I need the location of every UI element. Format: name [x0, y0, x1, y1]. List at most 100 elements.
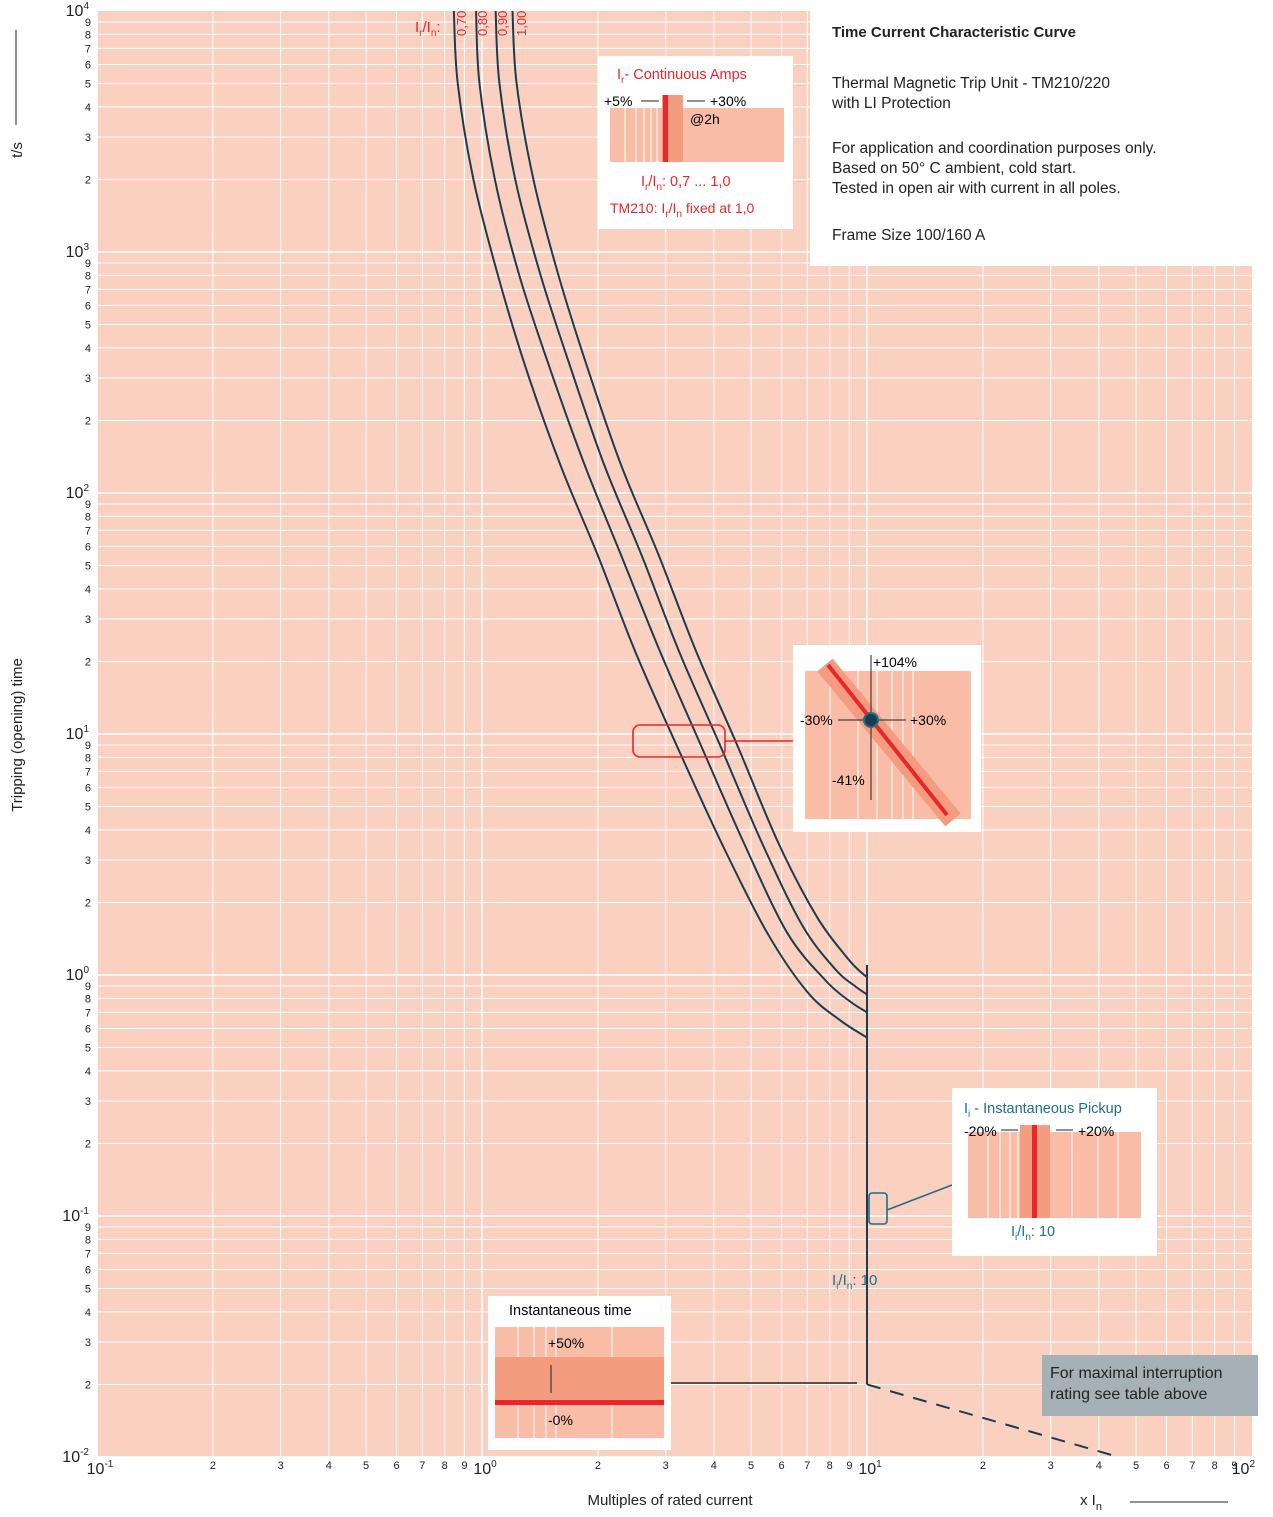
svg-text:Ir- Continuous Amps: Ir- Continuous Amps [617, 67, 747, 86]
svg-text:+30%: +30% [910, 712, 946, 728]
y-minor-tick-label: 4 [85, 1307, 91, 1319]
y-decade-label: 103 [66, 242, 90, 261]
y-decade-label: 100 [66, 965, 90, 984]
trip-curve-090 [494, 10, 868, 996]
y-minor-tick-label: 2 [85, 656, 91, 668]
y-axis-label: Tripping (opening) time [9, 658, 26, 812]
x-minor-tick-label: 8 [442, 1460, 448, 1472]
x-minor-tick-label: 2 [210, 1460, 216, 1472]
svg-text:-30%: -30% [800, 712, 833, 728]
y-minor-tick-label: 7 [85, 525, 91, 537]
y-minor-tick-label: 4 [85, 343, 91, 355]
chart-title: Time Current Characteristic Curve [832, 24, 1076, 41]
y-minor-tick-label: 9 [85, 740, 91, 752]
y-minor-tick-label: 9 [85, 258, 91, 270]
x-decade-label: 102 [1232, 1459, 1256, 1478]
y-minor-tick-label: 9 [85, 499, 91, 511]
x-decade-label: 101 [858, 1459, 882, 1478]
svg-text:Ir/In: 0,7 ... 1,0: Ir/In: 0,7 ... 1,0 [641, 174, 731, 193]
svg-text:-20%: -20% [964, 1123, 997, 1139]
curve-label-070: 0,70 [454, 11, 469, 36]
x-axis-label: Multiples of rated current [587, 1492, 753, 1509]
x-minor-tick-label: 7 [419, 1460, 425, 1472]
y-minor-tick-label: 5 [85, 1043, 91, 1055]
y-decade-label: 101 [66, 724, 90, 743]
y-decade-label: 102 [66, 483, 90, 502]
y-minor-tick-label: 8 [85, 1234, 91, 1246]
y-minor-tick-label: 5 [85, 320, 91, 332]
curve-label-080: 0,80 [475, 11, 490, 36]
tolerance-box: +104% -30% +30% -41% [632, 645, 981, 832]
chart-info-panel: Time Current Characteristic Curve Therma… [810, 0, 1273, 266]
info-line-2: with LI Protection [832, 95, 951, 112]
svg-text:-0%: -0% [548, 1412, 573, 1428]
curve-label-100: 1,00 [514, 11, 529, 36]
x-minor-tick-label: 9 [1231, 1460, 1237, 1472]
y-minor-tick-label: 3 [85, 373, 91, 385]
y-minor-tick-label: 3 [85, 1096, 91, 1108]
continuous-amps-box: Ir- Continuous Amps +5% +30% @2h Ir/In: … [598, 56, 793, 229]
y-minor-tick-label: 6 [85, 1023, 91, 1035]
y-minor-tick-label: 3 [85, 855, 91, 867]
interruption-note: For maximal interruption rating see tabl… [1042, 1355, 1258, 1416]
svg-text:+104%: +104% [873, 654, 917, 670]
y-minor-tick-label: 2 [85, 415, 91, 427]
x-minor-tick-label: 7 [1189, 1460, 1195, 1472]
y-minor-tick-label: 7 [85, 766, 91, 778]
trip-curve-080 [475, 10, 868, 1014]
x-decade-label: 100 [473, 1459, 497, 1478]
y-minor-tick-label: 2 [85, 1379, 91, 1391]
y-axis-unit: t/s [9, 142, 26, 158]
x-minor-tick-label: 5 [1133, 1460, 1139, 1472]
y-minor-tick-label: 5 [85, 1284, 91, 1296]
y-minor-tick-label: 7 [85, 1248, 91, 1260]
svg-text:Ii - Instantaneous Pickup: Ii - Instantaneous Pickup [964, 1101, 1122, 1120]
svg-text:-41%: -41% [832, 772, 865, 788]
y-minor-tick-label: 5 [85, 561, 91, 573]
svg-text:+20%: +20% [1078, 1123, 1114, 1139]
y-minor-tick-label: 8 [85, 752, 91, 764]
trip-curve-070 [452, 10, 868, 1039]
y-minor-tick-label: 2 [85, 174, 91, 186]
info-line-5: Tested in open air with current in all p… [832, 180, 1121, 197]
svg-text:+5%: +5% [604, 93, 632, 109]
svg-text:Ir/In:: Ir/In: [415, 19, 441, 39]
x-minor-tick-label: 2 [980, 1460, 986, 1472]
x-minor-tick-label: 9 [461, 1460, 467, 1472]
y-minor-tick-label: 9 [85, 1222, 91, 1234]
inst-pickup-box: Ii - Instantaneous Pickup -20% +20% Ii/I… [868, 1088, 1157, 1256]
trip-curves [452, 10, 1119, 1458]
x-minor-tick-label: 3 [278, 1460, 284, 1472]
y-minor-tick-label: 2 [85, 897, 91, 909]
info-line-6: Frame Size 100/160 A [832, 227, 986, 244]
y-minor-tick-label: 3 [85, 614, 91, 626]
info-line-3: For application and coordination purpose… [832, 140, 1157, 157]
x-minor-tick-label: 4 [326, 1460, 332, 1472]
x-minor-tick-label: 8 [1212, 1460, 1218, 1472]
x-minor-tick-label: 5 [363, 1460, 369, 1472]
svg-text:Instantaneous time: Instantaneous time [509, 1303, 632, 1319]
info-line-1: Thermal Magnetic Trip Unit - TM210/220 [832, 75, 1110, 92]
y-minor-tick-label: 9 [85, 17, 91, 29]
x-decade-label: 10-1 [87, 1459, 114, 1478]
trip-curve-100 [511, 10, 868, 978]
y-decade-label: 10-1 [62, 1206, 89, 1225]
y-minor-tick-label: 7 [85, 284, 91, 296]
interruption-dashed-line [866, 1383, 1119, 1458]
x-minor-tick-label: 6 [779, 1460, 785, 1472]
y-minor-tick-label: 4 [85, 584, 91, 596]
y-minor-tick-label: 4 [85, 102, 91, 114]
y-decade-label: 104 [66, 1, 90, 20]
svg-text:TM210: Ir/In fixed at 1,0: TM210: Ir/In fixed at 1,0 [610, 200, 755, 220]
y-decade-label: 10-2 [62, 1447, 89, 1466]
svg-text:Ii/In: 10: Ii/In: 10 [1011, 1224, 1055, 1243]
y-minor-tick-label: 8 [85, 270, 91, 282]
y-minor-tick-label: 3 [85, 132, 91, 144]
x-minor-tick-label: 6 [394, 1460, 400, 1472]
x-minor-tick-label: 4 [711, 1460, 717, 1472]
y-minor-tick-label: 6 [85, 300, 91, 312]
svg-text:+30%: +30% [710, 93, 746, 109]
y-minor-tick-label: 5 [85, 802, 91, 814]
info-line-4: Based on 50° C ambient, cold start. [832, 160, 1076, 177]
